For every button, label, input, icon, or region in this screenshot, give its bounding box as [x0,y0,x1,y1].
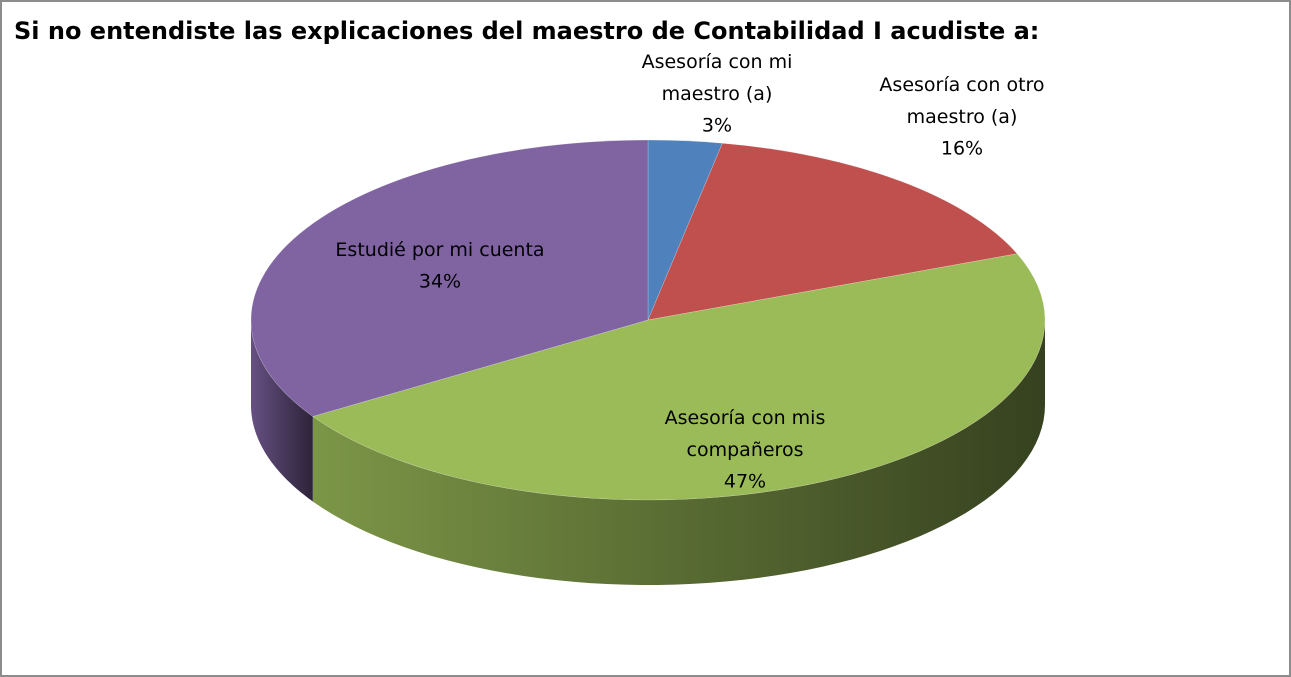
slice-label: Asesoría con mi maestro (a) [642,51,793,105]
slice [647,142,1018,321]
slice-value-label: 47% [724,471,766,493]
slice-value-label: 34% [419,271,461,293]
slice-label: Estudié por mi cuenta [335,239,544,261]
slice-value-label: 16% [941,138,983,160]
slice [647,139,723,321]
slice [250,139,649,417]
slice-label: Asesoría con mis compañeros [665,407,826,461]
chart-title: Si no entendiste las explicaciones del m… [14,17,1039,45]
slice [312,253,1046,501]
slice-side [312,320,1045,585]
slice-label: Asesoría con otro maestro (a) [879,74,1044,128]
slice-value-label: 3% [702,115,732,137]
slice-side [251,320,313,502]
